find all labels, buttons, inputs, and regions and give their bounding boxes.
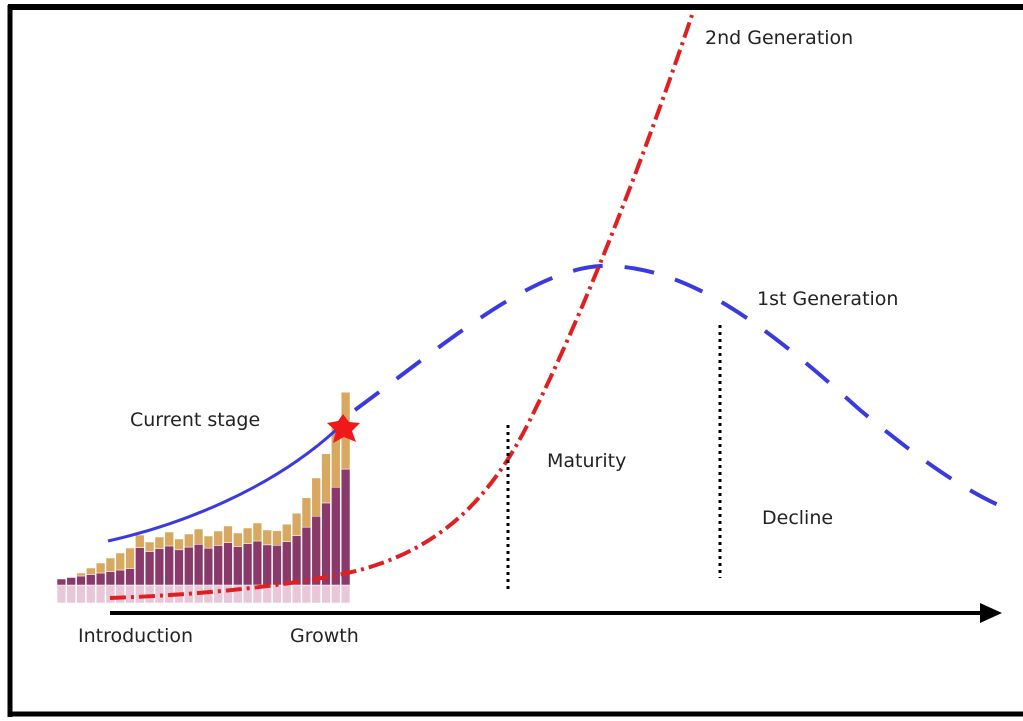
decorative-bar — [86, 574, 96, 586]
decorative-bar — [242, 527, 253, 544]
decorative-bar — [213, 545, 223, 586]
decorative-bar — [125, 584, 135, 604]
decorative-bar — [76, 575, 86, 586]
decorative-bar — [135, 584, 145, 604]
decorative-bar — [174, 549, 184, 586]
decorative-bar — [95, 584, 106, 604]
current-curve — [107, 428, 338, 543]
decorative-bar — [291, 584, 302, 604]
label: 1st Generation — [757, 288, 898, 310]
decorative-bar — [154, 548, 165, 586]
decorative-bar — [86, 567, 96, 575]
decorative-bar — [340, 468, 351, 586]
decorative-bar — [340, 584, 351, 604]
decorative-bar — [262, 529, 272, 546]
label: 2nd Generation — [705, 27, 853, 49]
decorative-bar — [56, 578, 67, 586]
decorative-bar — [331, 584, 341, 604]
decorative-bar — [282, 523, 292, 542]
decorative-bar — [154, 536, 165, 549]
decorative-bar — [301, 526, 312, 586]
decorative-bar — [144, 584, 155, 604]
decorative-bar — [135, 547, 145, 586]
decorative-bar — [203, 547, 214, 586]
label: Decline — [762, 507, 833, 529]
decorative-bar — [272, 530, 282, 546]
decorative-bar — [282, 584, 292, 604]
decorative-bar — [193, 528, 204, 545]
decorative-bar — [125, 547, 135, 569]
decorative-bar — [213, 530, 223, 546]
decorative-bar — [184, 533, 194, 548]
decorative-bar — [125, 568, 135, 586]
decorative-bar — [223, 584, 233, 604]
decorative-bar — [56, 584, 67, 604]
current-stage-marker — [327, 414, 360, 443]
decorative-bar — [291, 512, 302, 536]
decorative-bar — [262, 544, 272, 586]
decorative-bar — [135, 534, 145, 548]
decorative-bar — [105, 557, 116, 572]
decorative-bar — [95, 572, 106, 586]
decorative-bar — [66, 577, 76, 586]
decorative-bar — [144, 541, 155, 552]
decorative-bar — [252, 522, 263, 542]
decorative-bar — [311, 477, 321, 517]
decorative-bar — [301, 584, 312, 604]
decorative-bar — [282, 541, 292, 586]
decorative-bar — [272, 584, 282, 604]
decorative-bar — [115, 569, 125, 586]
decorative-bar — [331, 486, 341, 586]
decorative-bar — [184, 546, 194, 586]
decorative-bar — [321, 584, 331, 604]
decorative-bar — [223, 525, 233, 543]
second-generation-curve — [109, 14, 694, 600]
axis-arrowhead — [980, 603, 1002, 623]
decorative-bar — [76, 584, 86, 604]
decorative-bar — [321, 453, 331, 504]
decorative-bar — [233, 546, 243, 586]
decorative-bar — [311, 516, 321, 586]
decorative-bar — [233, 532, 243, 547]
decorative-bar — [86, 584, 96, 604]
decorative-bar — [223, 542, 233, 586]
decorative-bar — [174, 538, 184, 551]
decorative-bar — [242, 543, 253, 586]
label: Maturity — [547, 450, 626, 472]
decorative-bar — [95, 562, 106, 574]
decorative-bar — [164, 545, 174, 586]
label: Growth — [290, 625, 359, 647]
decorative-bar — [105, 584, 116, 604]
decorative-bar — [321, 502, 331, 586]
first-generation-curve — [353, 263, 1016, 514]
decorative-bar — [66, 584, 76, 604]
decorative-bar — [291, 535, 302, 586]
decorative-bar — [252, 540, 263, 586]
decorative-bar — [164, 531, 174, 547]
decorative-bar — [115, 552, 125, 571]
decorative-bar — [272, 545, 282, 586]
label: Current stage — [130, 409, 260, 431]
label: Introduction — [78, 625, 193, 647]
decorative-bar — [213, 584, 223, 604]
decorative-bar — [311, 584, 321, 604]
decorative-bar — [193, 544, 204, 586]
decorative-bar — [115, 584, 125, 604]
decorative-bar — [301, 497, 312, 528]
decorative-bar — [105, 571, 116, 586]
decorative-bar — [203, 535, 214, 549]
decorative-bar — [76, 572, 86, 577]
decorative-bar — [144, 551, 155, 586]
